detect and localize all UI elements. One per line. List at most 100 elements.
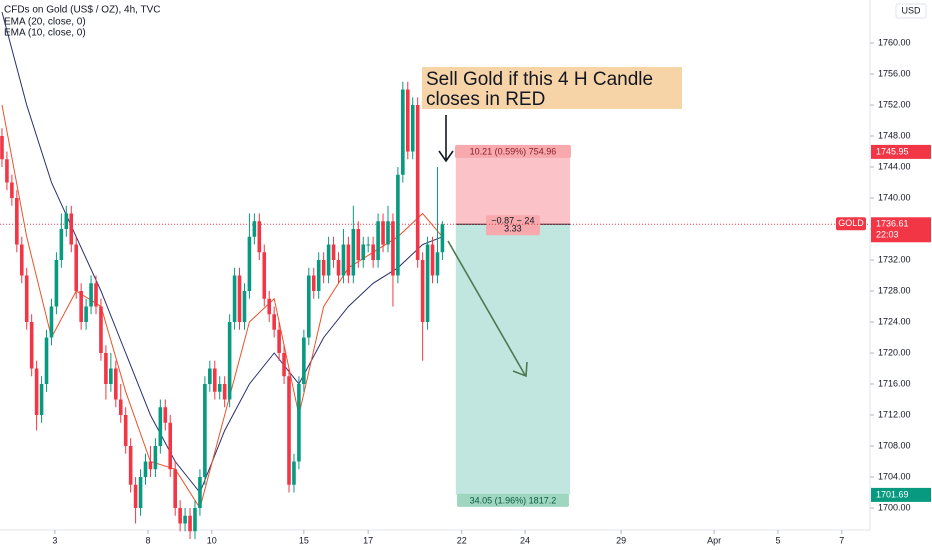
candle-body [143,461,148,477]
candle-body [287,376,291,485]
annotation-text: closes in RED [426,89,545,110]
candle-body [69,213,74,245]
y-tick-label: 1724.00 [878,316,911,326]
candle-body [341,244,346,276]
candle-body [222,383,227,400]
candle-body [242,291,247,322]
candle-body [168,422,173,470]
last-price-label: 1736.61 [876,219,909,229]
candle-body [39,383,44,415]
currency[interactable]: USD [901,5,921,15]
target-label: 34.05 (1.96%) 1817.2 [470,495,557,505]
target-zone [455,224,571,495]
candle-body [158,407,163,446]
x-tick-label: 5 [775,535,780,545]
last-price-tag [871,217,931,243]
legend-entry: EMA (20, close, 0) [4,17,86,28]
y-tick-label: 1704.00 [878,471,911,481]
x-tick-label: 29 [616,535,626,545]
candle-body [346,244,351,276]
candle-body [64,213,69,230]
candle-body [401,89,405,175]
candle-body [336,260,341,276]
y-tick-label: 1716.00 [878,378,911,388]
arrow [447,240,528,378]
candle-body [252,221,257,237]
candle-body [257,221,262,253]
candle-body [183,515,187,524]
candle-body [128,445,133,485]
candle-body [425,244,430,322]
candle-body [316,260,321,292]
candle-body [267,298,272,315]
x-tick-label: 10 [207,535,217,545]
y-tick-label: 1732.00 [878,254,911,264]
currency-box[interactable] [895,3,927,19]
price-tag [871,144,931,159]
candle-body [351,229,356,276]
candle-body [247,236,252,292]
x-tick-label: 17 [363,535,373,545]
candle-body [307,275,311,338]
x-tick-label: 22 [457,535,467,545]
candle-body [84,306,88,322]
candle-body [188,515,192,532]
candle-body [381,221,385,245]
y-tick-label: 1744.00 [878,161,911,171]
y-tick-label: 1712.00 [878,409,911,419]
candle-body [321,260,326,276]
candle-body [227,321,232,400]
plot: 10.21 (0.59%) 754.96 −0.87 ~ 243.33 34.05 … [0,11,870,539]
candle-body [94,283,98,307]
symbol-label: GOLD [838,218,864,228]
candle-body [163,407,168,423]
candle-body [10,182,14,199]
candle-body [292,461,296,485]
arrow [438,115,454,163]
candle-body [415,105,420,261]
candle-body [366,244,370,246]
candle-body [237,275,242,322]
countdown-label: 22:03 [876,230,899,240]
candle-body [49,306,54,338]
label-box [454,144,571,158]
candle-body [405,89,410,152]
x-tick-label: 15 [299,535,309,545]
candle-body [19,244,24,276]
candle-body [435,252,440,276]
x-tick-label: 3 [52,535,57,545]
candle-body [410,105,415,152]
candle-body [0,136,4,160]
candle-body [79,291,83,322]
candle-body [178,507,182,524]
candle-body [371,244,375,261]
candle-body [282,352,286,377]
candle-body [440,224,445,253]
y-tick-label: 1756.00 [878,68,911,78]
y-tick-label: 1740.00 [878,192,911,202]
x-tick-label: 7 [839,535,844,545]
candle-body [391,221,395,276]
candle-body [89,283,93,307]
candle-body [302,337,306,384]
candle-body [361,244,366,261]
candle-body [133,484,138,508]
y-tick-label: 1752.00 [878,99,911,109]
candle-body [54,260,59,307]
price-tag-label: 1745.95 [876,146,909,156]
candle-body [74,244,79,292]
candle-body [396,174,400,276]
candle-body [104,352,108,384]
candle-body [123,414,128,446]
candle-body [24,275,29,322]
y-tick-label: 1728.00 [878,285,911,295]
label-box [485,215,540,236]
annotation-text: Sell Gold if this 4 H Candle [426,69,653,90]
candle-body [212,368,217,392]
candle-body [232,275,237,322]
candle-body [118,399,123,415]
candle-body [376,221,380,261]
candle-body [173,469,177,508]
entry-label: −0.87 ~ 24 [491,216,534,226]
